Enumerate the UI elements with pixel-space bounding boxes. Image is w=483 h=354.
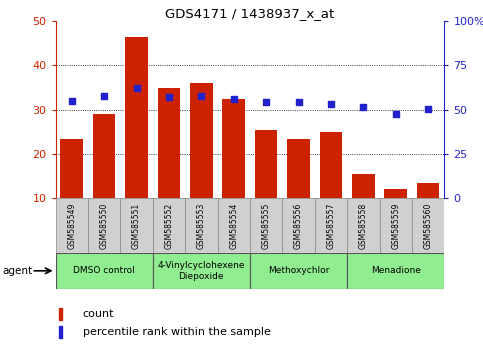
Point (133, 85, 141, 91)
Bar (283, 198, 315, 253)
Bar (380, 198, 412, 253)
Bar (320, 132, 342, 198)
Bar (347, 198, 380, 253)
Text: GSM585552: GSM585552 (164, 202, 173, 249)
Text: GSM585556: GSM585556 (294, 202, 303, 249)
Point (198, 94, 205, 99)
Point (392, 111, 399, 117)
Text: percentile rank within the sample: percentile rank within the sample (83, 327, 270, 337)
Bar (59, 326, 62, 338)
Bar (153, 198, 185, 253)
Bar (417, 183, 440, 198)
Text: GSM585555: GSM585555 (262, 202, 270, 249)
Text: Methoxychlor: Methoxychlor (268, 266, 329, 275)
Bar (412, 198, 444, 253)
Point (359, 104, 367, 110)
Text: 4-Vinylcyclohexene
Diepoxide: 4-Vinylcyclohexene Diepoxide (157, 261, 245, 280)
Text: GSM585549: GSM585549 (67, 202, 76, 249)
Text: GSM585560: GSM585560 (424, 202, 433, 249)
Point (100, 94, 108, 99)
Point (68, 98, 76, 104)
Bar (59, 308, 62, 320)
Text: GSM585554: GSM585554 (229, 202, 238, 249)
Bar (157, 88, 180, 198)
Bar (352, 174, 375, 198)
Bar (347, 253, 444, 289)
Bar (315, 198, 347, 253)
Bar (250, 253, 347, 289)
Bar (384, 189, 407, 198)
Point (424, 106, 432, 112)
Bar (190, 83, 213, 198)
Bar (88, 198, 120, 253)
Bar (255, 130, 278, 198)
Text: count: count (83, 309, 114, 319)
Bar (217, 198, 250, 253)
Bar (56, 253, 153, 289)
Text: GSM585558: GSM585558 (359, 202, 368, 249)
Title: GDS4171 / 1438937_x_at: GDS4171 / 1438937_x_at (165, 7, 335, 20)
Bar (125, 37, 148, 198)
Point (262, 99, 270, 105)
Bar (120, 198, 153, 253)
Text: GSM585557: GSM585557 (327, 202, 336, 249)
Bar (287, 138, 310, 198)
Text: Menadione: Menadione (371, 266, 421, 275)
Bar (56, 198, 88, 253)
Text: GSM585550: GSM585550 (99, 202, 109, 249)
Point (327, 101, 335, 107)
Text: agent: agent (2, 266, 32, 276)
Point (165, 95, 173, 100)
Text: GSM585559: GSM585559 (391, 202, 400, 249)
Text: GSM585553: GSM585553 (197, 202, 206, 249)
Point (230, 96, 238, 102)
Bar (153, 253, 250, 289)
Bar (185, 198, 217, 253)
Bar (222, 99, 245, 198)
Bar (60, 138, 83, 198)
Text: GSM585551: GSM585551 (132, 202, 141, 249)
Bar (250, 198, 283, 253)
Bar (93, 114, 115, 198)
Point (295, 99, 302, 105)
Text: DMSO control: DMSO control (73, 266, 135, 275)
